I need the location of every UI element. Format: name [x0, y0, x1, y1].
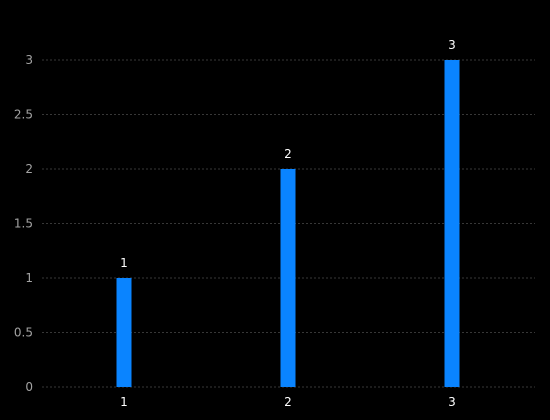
bars: [116, 60, 460, 387]
bar: [444, 60, 460, 387]
y-tick-label: 1: [25, 271, 33, 285]
bar: [280, 169, 296, 387]
y-tick-label: 2.5: [14, 108, 33, 122]
bar-value-label: 2: [284, 147, 292, 161]
x-tick-label: 2: [284, 395, 292, 409]
x-axis-ticks: 1 2 3: [120, 395, 456, 409]
bar-value-label: 3: [448, 38, 456, 52]
bar: [116, 278, 132, 387]
data-labels: 1 2 3: [120, 38, 456, 270]
y-tick-label: 2: [25, 162, 33, 176]
bar-value-label: 1: [120, 256, 128, 270]
y-tick-label: 3: [25, 53, 33, 67]
x-tick-label: 3: [448, 395, 456, 409]
y-axis-ticks: 0 0.5 1 1.5 2 2.5 3: [14, 53, 33, 394]
x-tick-label: 1: [120, 395, 128, 409]
y-tick-label: 0: [25, 380, 33, 394]
y-tick-label: 0.5: [14, 326, 33, 340]
y-tick-label: 1.5: [14, 217, 33, 231]
